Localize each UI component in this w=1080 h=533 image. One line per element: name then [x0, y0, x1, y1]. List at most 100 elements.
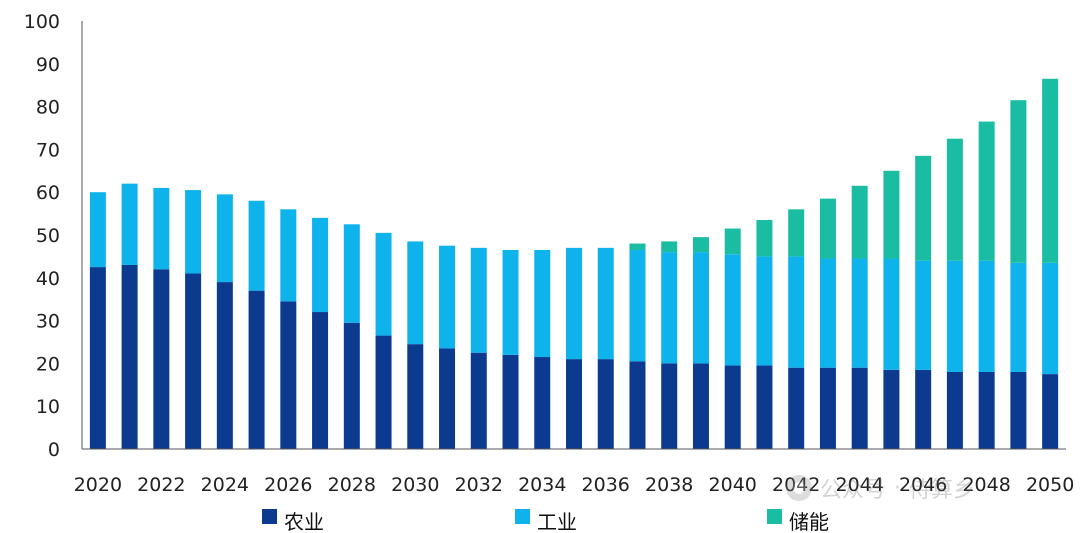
x-tick-label: 2036	[582, 474, 630, 496]
bar-segment	[407, 241, 424, 345]
bar-segment	[502, 354, 519, 449]
bar-segment	[851, 185, 868, 259]
bar-segment	[915, 369, 932, 449]
bar-segment	[978, 260, 995, 372]
bar-segment	[280, 301, 297, 449]
bar-segment	[502, 249, 519, 355]
bar-segment	[1010, 371, 1027, 449]
x-tick-label: 2042	[772, 474, 820, 496]
bar-segment	[629, 249, 646, 362]
bar-segment	[661, 252, 678, 364]
bar-segment	[185, 190, 202, 274]
bar-segment	[216, 282, 233, 449]
bar-segment	[439, 348, 456, 449]
bar-segment	[89, 192, 106, 268]
bar-segment	[851, 367, 868, 449]
bar-segment	[788, 209, 805, 257]
bar-segment	[439, 245, 456, 349]
bar-segment	[756, 220, 773, 257]
bar-segment	[915, 155, 932, 261]
bar-segment	[248, 200, 265, 291]
legend-label: 农业	[284, 510, 324, 533]
legend-item: 农业	[262, 509, 324, 533]
bar-segment	[153, 187, 170, 270]
x-tick-label: 2048	[962, 474, 1010, 496]
bar-segment	[1042, 262, 1059, 375]
x-tick-label: 2046	[899, 474, 947, 496]
bar-segment	[629, 243, 646, 250]
bar-segment	[946, 260, 963, 372]
bar-segment	[534, 249, 551, 357]
bar-segment	[661, 241, 678, 253]
x-axis-ticks: 2020 2022 2024 2026 2028 2030 2032 2034 2036 2038…	[74, 474, 1075, 496]
bar-segment	[1042, 374, 1059, 449]
x-tick-label: 2024	[201, 474, 249, 496]
bar-segment	[978, 371, 995, 449]
bar-segment	[1042, 78, 1059, 263]
bar-segment	[692, 252, 709, 364]
y-tick-label: 70	[36, 139, 60, 161]
bar-segment	[724, 254, 741, 366]
bar-segment	[312, 217, 329, 313]
bar-segment	[756, 256, 773, 366]
y-tick-label: 10	[36, 396, 60, 418]
bar-segment	[819, 198, 836, 259]
legend-label: 储能	[789, 510, 829, 533]
x-tick-label: 2050	[1026, 474, 1074, 496]
bar-segment	[756, 365, 773, 449]
x-tick-label: 2030	[391, 474, 439, 496]
bar-segment	[883, 369, 900, 449]
bar-segment	[470, 247, 487, 353]
bar-segment	[153, 269, 170, 449]
bar-segment	[1010, 262, 1027, 372]
x-tick-label: 2028	[328, 474, 376, 496]
legend-swatch	[515, 509, 530, 524]
y-tick-label: 90	[36, 54, 60, 76]
bars	[89, 78, 1059, 449]
bar-segment	[661, 363, 678, 449]
y-axis-ticks: 0 10 20 30 40 50 60 70 80 90 100	[24, 11, 60, 461]
y-tick-label: 20	[36, 353, 60, 375]
bar-segment	[819, 367, 836, 449]
y-tick-label: 50	[36, 225, 60, 247]
bar-segment	[629, 361, 646, 449]
bar-segment	[566, 247, 582, 360]
bar-segment	[978, 121, 995, 261]
bar-segment	[1010, 100, 1027, 263]
x-tick-label: 2022	[137, 474, 185, 496]
x-tick-label: 2038	[645, 474, 693, 496]
bar-segment	[597, 359, 614, 449]
bar-segment	[248, 290, 265, 449]
bar-segment	[788, 367, 805, 449]
bar-segment	[89, 267, 106, 449]
x-tick-label: 2044	[836, 474, 884, 496]
bar-segment	[788, 256, 805, 368]
bar-segment	[946, 138, 963, 261]
bar-segment	[121, 183, 138, 265]
bar-segment	[692, 237, 709, 253]
bar-segment	[597, 247, 614, 360]
bar-segment	[407, 344, 424, 449]
x-tick-label: 2032	[455, 474, 503, 496]
bar-segment	[280, 209, 297, 302]
bar-segment	[534, 356, 551, 449]
bar-segment	[121, 264, 138, 449]
bar-segment	[692, 363, 709, 449]
bar-segment	[883, 170, 900, 259]
bar-segment	[915, 260, 932, 370]
legend-item: 储能	[767, 509, 829, 533]
x-tick-label: 2034	[518, 474, 566, 496]
x-tick-label: 2026	[264, 474, 312, 496]
y-tick-label: 60	[36, 182, 60, 204]
y-tick-label: 100	[24, 11, 60, 33]
legend-item: 工业	[515, 509, 577, 533]
legend: 农业 工业 储能	[262, 509, 829, 533]
bar-segment	[312, 312, 329, 449]
legend-label: 工业	[537, 510, 577, 533]
bar-segment	[819, 258, 836, 368]
y-tick-label: 40	[36, 268, 60, 290]
x-tick-label: 2040	[709, 474, 757, 496]
bar-segment	[946, 371, 963, 449]
